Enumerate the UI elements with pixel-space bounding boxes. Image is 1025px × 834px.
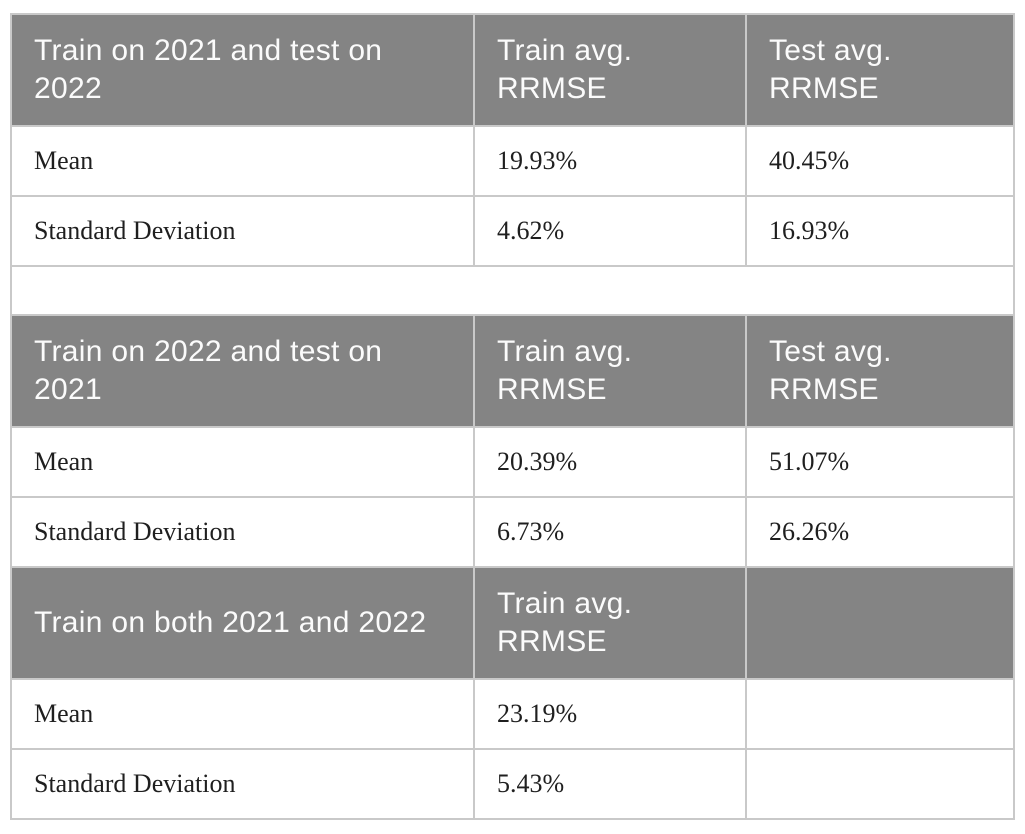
cell-train-mean: 23.19%: [473, 678, 747, 750]
cell-train-mean: 20.39%: [473, 426, 747, 498]
column-header-test-avg-rrmse: Test avg. RRMSE: [745, 13, 1015, 127]
row-label-standard-deviation: Standard Deviation: [10, 748, 475, 820]
header-row-train-both: Train on both 2021 and 2022 Train avg. R…: [10, 566, 1015, 680]
column-header-train-avg-rrmse: Train avg. RRMSE: [473, 13, 747, 127]
data-row-standard-deviation: Standard Deviation 6.73% 26.26%: [10, 496, 1015, 568]
cell-train-sd: 5.43%: [473, 748, 747, 820]
data-row-mean: Mean 19.93% 40.45%: [10, 125, 1015, 197]
cell-train-mean: 19.93%: [473, 125, 747, 197]
header-row-train2022-test2021: Train on 2022 and test on 2021 Train avg…: [10, 314, 1015, 428]
column-header-train-avg-rrmse: Train avg. RRMSE: [473, 566, 747, 680]
spacer-row: [10, 265, 1015, 316]
cell-test-sd: 26.26%: [745, 496, 1015, 568]
row-label-mean: Mean: [10, 125, 475, 197]
column-header-train-avg-rrmse: Train avg. RRMSE: [473, 314, 747, 428]
cell-train-sd: 4.62%: [473, 195, 747, 267]
cell-test-mean: 40.45%: [745, 125, 1015, 197]
column-header-test-avg-rrmse: Test avg. RRMSE: [745, 314, 1015, 428]
row-label-standard-deviation: Standard Deviation: [10, 496, 475, 568]
row-label-mean: Mean: [10, 678, 475, 750]
results-table: Train on 2021 and test on 2022 Train avg…: [10, 13, 1015, 820]
cell-train-sd: 6.73%: [473, 496, 747, 568]
spacer-cell: [10, 265, 1015, 316]
row-label-standard-deviation: Standard Deviation: [10, 195, 475, 267]
cell-empty: [745, 748, 1015, 820]
data-row-mean: Mean 23.19%: [10, 678, 1015, 750]
table-title-train2022-test2021: Train on 2022 and test on 2021: [10, 314, 475, 428]
data-row-standard-deviation: Standard Deviation 5.43%: [10, 748, 1015, 820]
table-title-train-both: Train on both 2021 and 2022: [10, 566, 475, 680]
cell-empty: [745, 678, 1015, 750]
data-row-mean: Mean 20.39% 51.07%: [10, 426, 1015, 498]
header-row-train2021-test2022: Train on 2021 and test on 2022 Train avg…: [10, 13, 1015, 127]
cell-test-sd: 16.93%: [745, 195, 1015, 267]
data-row-standard-deviation: Standard Deviation 4.62% 16.93%: [10, 195, 1015, 267]
rrmse-results-table: Train on 2021 and test on 2022 Train avg…: [10, 13, 1015, 820]
row-label-mean: Mean: [10, 426, 475, 498]
cell-test-mean: 51.07%: [745, 426, 1015, 498]
table-title-train2021-test2022: Train on 2021 and test on 2022: [10, 13, 475, 127]
column-header-empty: [745, 566, 1015, 680]
